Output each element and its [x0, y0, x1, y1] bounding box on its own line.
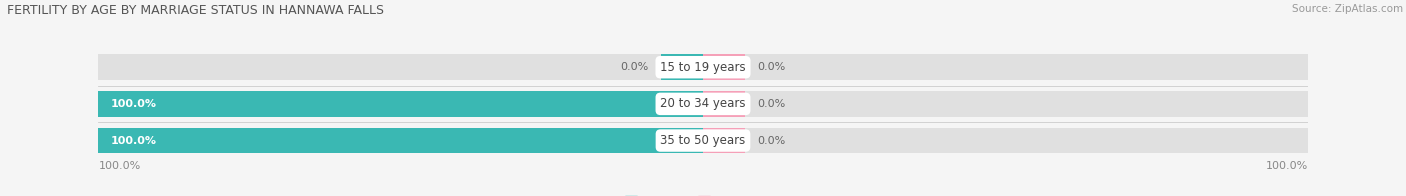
- Text: 20 to 34 years: 20 to 34 years: [661, 97, 745, 110]
- Text: 0.0%: 0.0%: [758, 99, 786, 109]
- Text: 0.0%: 0.0%: [758, 62, 786, 72]
- Text: 100.0%: 100.0%: [98, 161, 141, 171]
- Text: 35 to 50 years: 35 to 50 years: [661, 134, 745, 147]
- Bar: [98, 91, 703, 117]
- Bar: [661, 54, 703, 80]
- Text: 0.0%: 0.0%: [758, 136, 786, 146]
- Legend: Married, Unmarried: Married, Unmarried: [620, 191, 786, 196]
- Bar: [98, 91, 703, 117]
- Text: Source: ZipAtlas.com: Source: ZipAtlas.com: [1292, 4, 1403, 14]
- Bar: [703, 91, 1308, 117]
- Text: 100.0%: 100.0%: [111, 136, 156, 146]
- Bar: [98, 128, 703, 153]
- Bar: [703, 128, 1308, 153]
- Text: 0.0%: 0.0%: [620, 62, 648, 72]
- Text: 100.0%: 100.0%: [1265, 161, 1308, 171]
- Bar: [703, 54, 745, 80]
- Text: 100.0%: 100.0%: [111, 99, 156, 109]
- Bar: [98, 54, 703, 80]
- Bar: [703, 128, 745, 153]
- Text: FERTILITY BY AGE BY MARRIAGE STATUS IN HANNAWA FALLS: FERTILITY BY AGE BY MARRIAGE STATUS IN H…: [7, 4, 384, 17]
- Bar: [703, 54, 1308, 80]
- Text: 15 to 19 years: 15 to 19 years: [661, 61, 745, 74]
- Bar: [98, 128, 703, 153]
- Bar: [703, 91, 745, 117]
